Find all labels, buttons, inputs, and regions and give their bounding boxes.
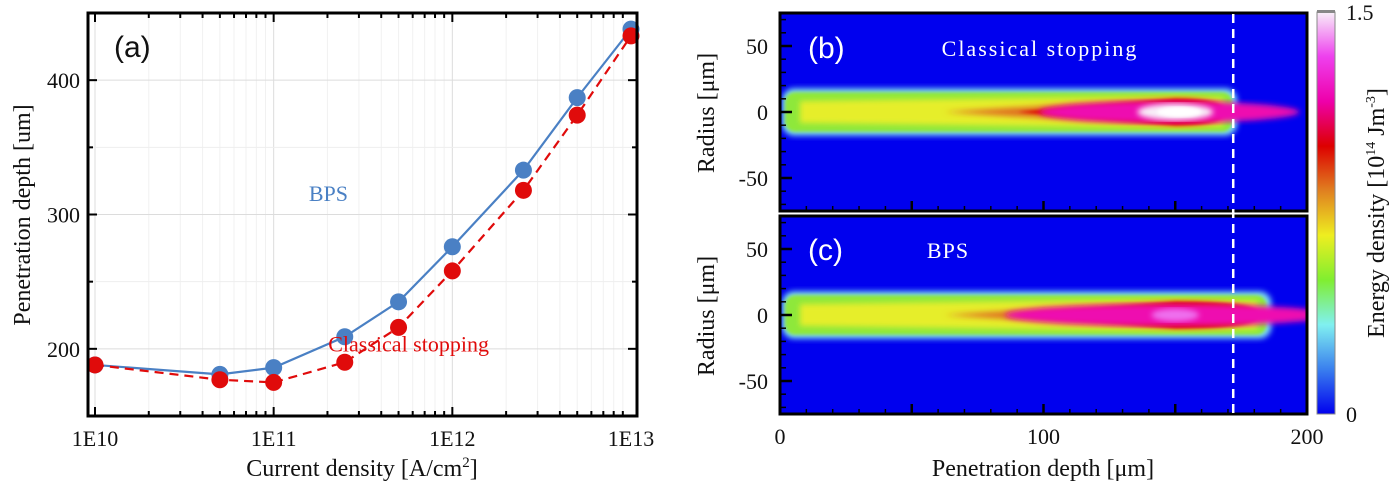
data-point-classical-stopping	[568, 106, 586, 124]
annotation-bps: BPS	[309, 181, 348, 206]
data-point-classical-stopping	[336, 353, 354, 371]
plot-frame-b	[778, 11, 1309, 213]
colorbar-gradient	[1316, 11, 1336, 415]
colorbar-title: Energy density [1014 Jm-3]	[1364, 88, 1390, 338]
x-axis-title-a: Current density [A/cm2]	[246, 455, 477, 482]
x-tick-label: 1E10	[72, 426, 118, 451]
heatmap-title-c: BPS	[927, 238, 969, 263]
data-point-classical-stopping	[86, 356, 104, 374]
data-point-bps	[514, 161, 532, 179]
y-tick-label: 50	[746, 34, 768, 59]
data-point-classical-stopping	[443, 262, 461, 280]
y-axis-title-b: Radius [μm]	[694, 53, 720, 173]
panel-label-a: (a)	[114, 31, 151, 64]
panel-label-c: (c)	[808, 234, 843, 267]
colorbar-title-end: ]	[1364, 88, 1390, 96]
panel-c-heatmap: 50 0 -50 0 100 200 (c) BPS Radius [μm] Penetr…	[694, 214, 1324, 482]
y-tick-label: -50	[739, 369, 768, 394]
data-point-bps	[443, 238, 461, 256]
x-tick-label: 0	[775, 424, 786, 449]
colorbar-title-text: Energy density [10	[1364, 156, 1390, 338]
y-tick-label: -50	[739, 166, 768, 191]
colorbar-max-label: 1.5	[1346, 0, 1374, 25]
data-point-classical-stopping	[265, 373, 283, 391]
y-tick-label: 200	[47, 337, 80, 362]
x-tick-label: 1E11	[251, 426, 297, 451]
beam-hotspot-peak	[1151, 308, 1200, 322]
x-axis-title-text: Current density [A/cm	[246, 456, 462, 482]
y-axis-title-a: Penetration depth [um]	[10, 104, 36, 325]
axis-ticks: 200 300 400 1E10 1E11 1E12 1E13	[47, 12, 654, 451]
annotation-classical-stopping: Classical stopping	[328, 332, 489, 357]
data-point-bps	[568, 89, 586, 107]
heatmap-beam-b	[782, 88, 1300, 136]
panel-label-b: (b)	[808, 32, 845, 65]
series-layer	[86, 20, 640, 391]
y-tick-label: 400	[47, 68, 80, 93]
data-point-classical-stopping	[211, 371, 229, 389]
data-point-classical-stopping	[622, 27, 640, 45]
series-line-bps	[94, 28, 632, 376]
series-line-classical-stopping	[94, 35, 632, 384]
data-point-classical-stopping	[390, 318, 408, 336]
y-tick-label: 0	[757, 303, 768, 328]
colorbar: 1.5 0 Energy density [1014 Jm-3]	[1316, 0, 1390, 427]
data-point-bps	[390, 293, 408, 311]
x-tick-label: 1E13	[608, 426, 654, 451]
panel-a-line-chart: 200 300 400 1E10 1E11 1E12 1E13 (a) BPS Classi…	[10, 11, 654, 482]
heatmap-beam-c	[782, 291, 1307, 339]
data-point-classical-stopping	[514, 181, 532, 199]
beam-hotspot-white	[1157, 107, 1202, 117]
colorbar-title-sup1: 14	[1364, 142, 1379, 156]
data-point-bps	[265, 359, 283, 377]
x-axis-title-c: Penetration depth [μm]	[932, 456, 1154, 482]
colorbar-cap	[1317, 10, 1335, 13]
x-tick-label: 200	[1291, 424, 1324, 449]
colorbar-title-mid: Jm	[1364, 107, 1390, 141]
x-axis-title-end: ]	[470, 456, 478, 482]
heatmap-title-b: Classical stopping	[942, 36, 1139, 61]
x-tick-label: 1E12	[429, 426, 475, 451]
colorbar-min-label: 0	[1346, 402, 1357, 427]
colorbar-title-sup2: -3	[1364, 96, 1379, 108]
panel-b-heatmap: 50 0 -50 (b) Classical stopping Radius [μm…	[694, 11, 1309, 213]
data-point-bps	[336, 328, 354, 346]
x-tick-label: 100	[1027, 424, 1060, 449]
y-tick-label: 0	[757, 100, 768, 125]
x-axis-title-sup: 2	[462, 455, 470, 471]
y-tick-label: 50	[746, 237, 768, 262]
plot-frame-c	[778, 214, 1309, 416]
y-tick-label: 300	[47, 203, 80, 228]
grid-lines	[88, 12, 637, 416]
y-axis-title-c: Radius [μm]	[694, 256, 720, 376]
